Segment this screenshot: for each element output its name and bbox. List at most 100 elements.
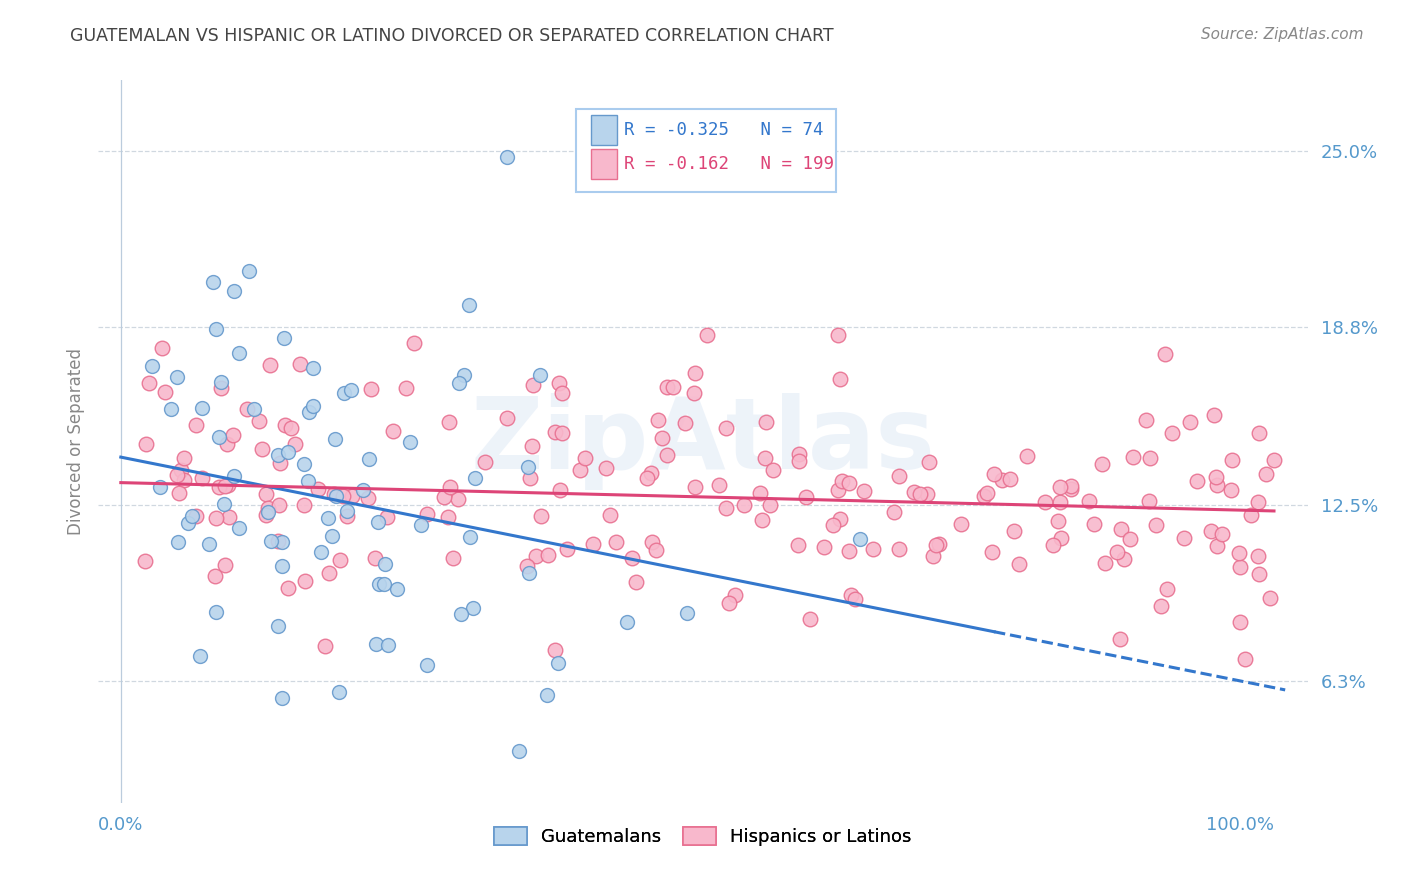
- Point: [1173, 532, 1195, 546]
- Point: [316, 510, 339, 524]
- Point: [595, 461, 617, 475]
- Point: [284, 436, 307, 450]
- Point: [457, 298, 479, 312]
- Point: [1091, 457, 1114, 471]
- Point: [733, 498, 755, 512]
- Point: [748, 486, 770, 500]
- Point: [439, 480, 461, 494]
- Point: [813, 540, 835, 554]
- Point: [925, 538, 948, 552]
- Point: [447, 491, 470, 506]
- Point: [599, 508, 621, 522]
- Point: [673, 417, 696, 431]
- Point: [453, 368, 475, 382]
- Point: [256, 501, 278, 516]
- Y-axis label: Divorced or Separated: Divorced or Separated: [66, 348, 84, 535]
- Point: [1263, 453, 1285, 467]
- Point: [1247, 566, 1270, 581]
- Point: [373, 577, 395, 591]
- Point: [516, 558, 538, 573]
- Point: [404, 335, 426, 350]
- Point: [657, 380, 679, 394]
- Point: [1205, 478, 1227, 492]
- Point: [522, 439, 544, 453]
- Point: [180, 509, 202, 524]
- Point: [416, 508, 439, 522]
- Point: [1247, 549, 1270, 563]
- Point: [1211, 527, 1233, 541]
- Point: [758, 498, 780, 512]
- Point: [1240, 508, 1263, 522]
- Point: [141, 359, 163, 373]
- Point: [794, 491, 817, 505]
- Point: [849, 533, 872, 547]
- Point: [259, 534, 281, 549]
- Point: [1233, 651, 1256, 665]
- Point: [170, 463, 193, 477]
- Point: [551, 426, 574, 441]
- Point: [217, 437, 239, 451]
- Point: [463, 601, 485, 615]
- Point: [447, 376, 470, 391]
- Point: [1220, 452, 1243, 467]
- Point: [135, 437, 157, 451]
- Point: [1202, 408, 1225, 422]
- Point: [1002, 524, 1025, 539]
- Point: [415, 658, 437, 673]
- Point: [243, 401, 266, 416]
- Point: [340, 489, 363, 503]
- Point: [205, 606, 228, 620]
- Point: [761, 463, 783, 477]
- Point: [657, 448, 679, 462]
- Point: [620, 551, 643, 566]
- Point: [973, 489, 995, 503]
- Point: [190, 471, 212, 485]
- Point: [204, 568, 226, 582]
- Point: [640, 467, 662, 481]
- Point: [524, 549, 547, 563]
- Point: [831, 474, 853, 488]
- Point: [676, 606, 699, 620]
- Point: [1060, 479, 1083, 493]
- Point: [214, 558, 236, 572]
- Point: [266, 448, 288, 462]
- Point: [1150, 599, 1173, 614]
- Point: [582, 537, 605, 551]
- Point: [307, 483, 329, 497]
- Point: [191, 401, 214, 415]
- Point: [271, 558, 294, 573]
- Point: [297, 474, 319, 488]
- Point: [395, 381, 418, 395]
- Point: [787, 538, 810, 552]
- Point: [1094, 556, 1116, 570]
- Point: [1153, 347, 1175, 361]
- Point: [274, 418, 297, 433]
- Point: [205, 510, 228, 524]
- Point: [382, 424, 405, 438]
- Point: [236, 401, 259, 416]
- Point: [267, 618, 290, 632]
- Point: [827, 483, 849, 498]
- Point: [981, 545, 1004, 559]
- Point: [1059, 482, 1081, 496]
- Point: [228, 521, 250, 535]
- Point: [202, 275, 225, 289]
- Point: [375, 510, 398, 524]
- Point: [568, 463, 591, 477]
- Text: R = -0.325   N = 74: R = -0.325 N = 74: [624, 121, 824, 139]
- Point: [683, 480, 706, 494]
- Point: [536, 688, 558, 702]
- Point: [918, 455, 941, 469]
- Point: [1161, 425, 1184, 440]
- Point: [530, 508, 553, 523]
- Point: [522, 377, 544, 392]
- Point: [1108, 632, 1130, 646]
- Point: [332, 385, 354, 400]
- Point: [209, 381, 232, 395]
- Point: [385, 582, 408, 597]
- Point: [309, 545, 332, 559]
- Point: [250, 442, 273, 456]
- Point: [332, 489, 354, 503]
- Point: [548, 376, 571, 390]
- Point: [409, 518, 432, 533]
